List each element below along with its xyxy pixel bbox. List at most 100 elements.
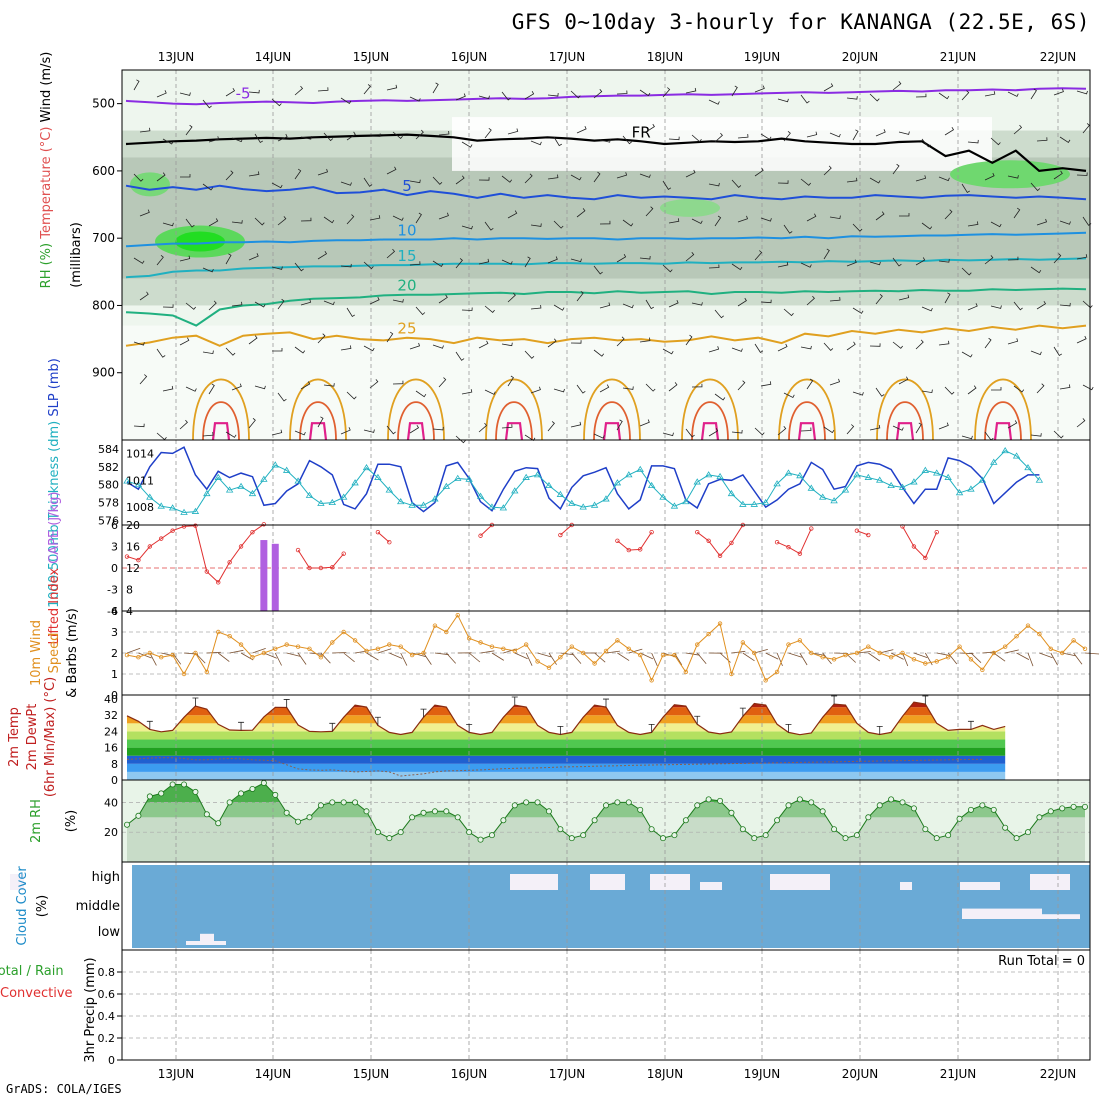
wind-barb [392,131,403,139]
wind-barb [271,266,283,270]
wind-barb [438,294,448,304]
wind-barb [576,384,586,394]
rh-lower-dry [122,325,1090,440]
wind-barb [1030,433,1042,437]
surface-wind-barb [765,652,779,660]
li-marker [729,540,734,546]
wind-barb [708,99,720,105]
wind-barb [645,299,654,310]
isotherm-35-loop [397,401,435,441]
wind-barb [1036,218,1047,226]
wind-barb [484,221,494,231]
wind-barb [455,351,465,361]
rh-marker [181,781,188,788]
rh-marker [420,809,427,816]
wind-speed-marker [592,661,597,666]
wind-barb [202,99,212,109]
wind-speed-marker [854,650,860,656]
wind-barb [369,296,380,305]
isotherm--5 [125,87,1087,106]
wind-barb [593,349,605,357]
surface-wind-barb [868,652,881,662]
minmax-whisker [146,720,153,730]
wind-barb [662,432,674,437]
surface-wind-barb [902,652,909,667]
wind-speed-marker [569,644,574,649]
x-tick-top: 21JUN [940,50,977,64]
wind-barb [714,215,722,227]
wind-ylabel-2-part: Speed [47,633,62,674]
wind-barb [432,260,444,267]
rh-marker [705,796,712,803]
wind-speed-marker [615,638,620,643]
wind-barb [1007,420,1018,429]
isotherm-40-loop [406,422,426,441]
wind-barb [363,429,375,433]
y-tick-label-left: 576 [98,515,119,528]
y-tick-label: 40 [104,796,118,809]
wind-barb [180,174,191,178]
wind-barb [852,307,864,314]
wind-speed-marker [387,642,392,647]
thickness-marker [933,469,941,476]
wind-speed-marker [512,648,517,654]
wind-barb [691,218,703,225]
upper-air-units-part: (millibars) [69,222,84,288]
thickness-marker [180,508,188,515]
wind-speed-marker [980,667,985,672]
temp-band [127,723,1006,732]
wind-barb [524,256,531,268]
rh-dry-pocket [452,117,992,171]
series-line [126,446,1040,513]
wind-barb [938,176,950,182]
wind-barb [800,262,812,268]
x-tick-top: 16JUN [451,50,488,64]
rh-marker [694,802,701,809]
wind-barb [668,218,680,224]
rh-marker [660,835,667,842]
cloud-cover-block [962,908,1042,919]
wind-speed-marker [843,652,848,658]
minmax-whisker [329,722,336,732]
temp-ylabel-1: 2m Temp [7,707,22,767]
wind-barb [806,295,815,306]
wind-barb [277,392,287,402]
wind-ylabel-3-part: & Barbs (m/s) [65,608,80,698]
surface-wind-barb [1005,649,1019,654]
wind-barb [530,386,541,394]
y-tick-label-right: 12 [126,562,140,575]
li-marker [786,545,791,550]
rh-marker [580,832,587,839]
minmax-whisker [466,723,473,733]
wind-speed-marker [911,657,917,662]
wind-barb [829,132,841,138]
isotherm-5 [125,184,1087,201]
wind-speed-marker [820,655,825,660]
wind-barb [133,257,145,264]
wind-barb [179,255,191,262]
x-tick-bottom: 19JUN [744,1067,781,1081]
thickness-marker [841,486,850,493]
minmax-whisker [511,696,518,706]
thickness-marker [488,503,496,510]
wind-barb [277,216,287,226]
rh-marker [454,814,461,821]
li-marker [170,528,175,533]
wind-barb [363,345,375,352]
wind-barb [346,391,357,400]
wind-barb [662,180,672,190]
temp-band [122,695,1090,699]
surface-wind-barb [754,649,768,654]
wind-barb [984,172,995,181]
thickness-marker [647,481,656,489]
wind-barb [1076,90,1088,95]
thickness-marker [168,504,177,511]
x-tick-top: 17JUN [549,50,586,64]
y-tick-label: 40 [104,693,118,706]
rh-marker [511,802,518,809]
thickness-marker [876,476,884,483]
x-tick-top: 22JUN [1040,50,1077,64]
thickness-marker [339,493,348,500]
wind-barb [731,263,743,271]
